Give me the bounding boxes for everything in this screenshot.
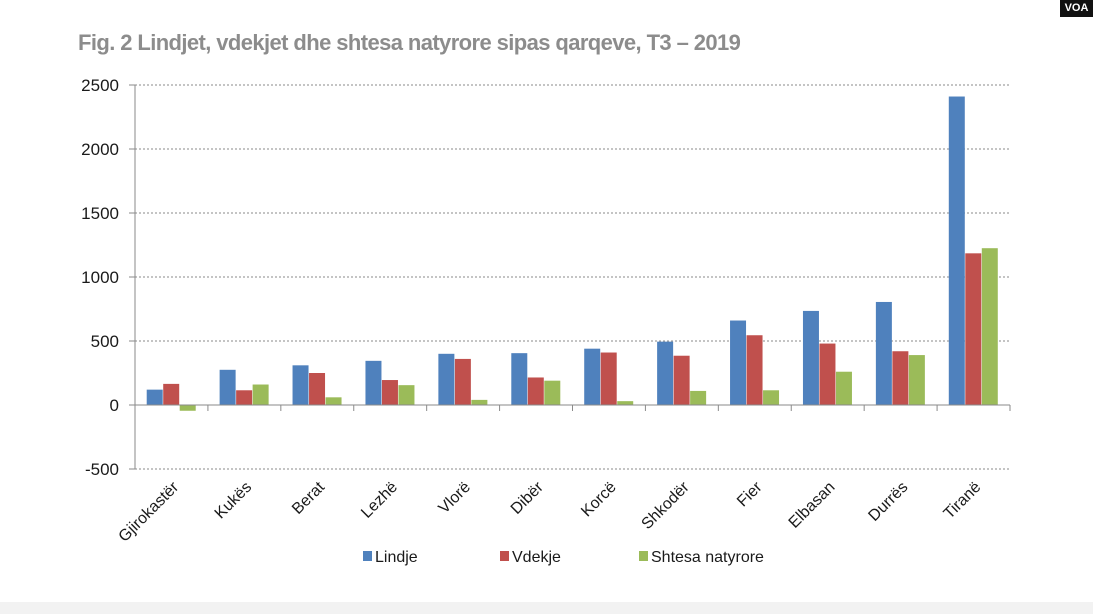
bar-lindje-0: [146, 389, 163, 405]
y-tick-label: 1500: [81, 204, 119, 223]
bar-lindje-3: [365, 360, 382, 405]
bar-lindje-4: [438, 353, 455, 405]
bar-vdekje-11: [965, 253, 982, 405]
bar-shtesa-natyrore-8: [763, 390, 780, 405]
bar-shtesa-natyrore-2: [325, 397, 342, 405]
bar-lindje-6: [584, 348, 601, 405]
bar-lindje-11: [948, 96, 965, 406]
bar-shtesa-natyrore-7: [690, 390, 707, 405]
y-tick-label: 500: [91, 332, 119, 351]
bar-shtesa-natyrore-3: [398, 385, 415, 405]
bar-lindje-8: [730, 320, 747, 405]
bar-vdekje-5: [527, 377, 544, 405]
category-label: Dibër: [508, 478, 548, 518]
category-label: Berat: [289, 478, 328, 517]
bar-vdekje-4: [454, 358, 471, 405]
y-tick-label: -500: [85, 460, 119, 479]
bar-shtesa-natyrore-6: [617, 401, 634, 405]
bars: [146, 96, 998, 411]
y-tick-label: 2000: [81, 140, 119, 159]
legend: Lindje Vdekje Shtesa natyrore: [363, 549, 764, 566]
bar-shtesa-natyrore-1: [252, 384, 269, 405]
y-axis: -500 0 500 1000 1500 2000 2500: [81, 76, 136, 479]
bar-lindje-9: [802, 310, 819, 405]
bar-vdekje-2: [309, 373, 326, 405]
y-tick-label: 2500: [81, 76, 119, 95]
category-label: Gjirokastër: [116, 478, 183, 545]
y-tick-label: 1000: [81, 268, 119, 287]
category-label: Elbasan: [786, 479, 839, 532]
voa-logo-badge: VOA: [1060, 0, 1093, 17]
category-labels: Gjirokastër Kukës Berat Lezhë Vlorë Dibër Korc…: [116, 478, 985, 545]
bar-shtesa-natyrore-11: [981, 248, 998, 405]
bar-vdekje-7: [673, 355, 690, 405]
chart-title: Fig. 2 Lindjet, vdekjet dhe shtesa natyr…: [78, 30, 741, 55]
category-label: Durrës: [865, 479, 911, 525]
category-label: Kukës: [212, 479, 255, 522]
bar-shtesa-natyrore-0: [179, 405, 196, 411]
category-label: Tiranë: [941, 479, 985, 523]
bar-lindje-1: [219, 369, 236, 405]
legend-swatch: [500, 551, 509, 561]
legend-label: Shtesa natyrore: [651, 549, 764, 566]
category-label: Vlorë: [436, 479, 475, 518]
bar-lindje-10: [875, 301, 892, 405]
bar-vdekje-6: [600, 352, 617, 405]
legend-swatch: [363, 551, 372, 561]
category-label: Korcë: [578, 479, 620, 521]
bar-lindje-2: [292, 365, 309, 405]
bar-vdekje-10: [892, 351, 909, 405]
legend-label: Vdekje: [512, 549, 561, 566]
bar-vdekje-9: [819, 343, 836, 405]
bar-lindje-5: [511, 353, 528, 405]
x-axis: [134, 404, 1011, 411]
category-label: Lezhë: [358, 479, 401, 522]
bar-shtesa-natyrore-9: [835, 371, 852, 405]
category-label: Fier: [734, 478, 766, 510]
bar-shtesa-natyrore-4: [471, 399, 488, 405]
bar-vdekje-1: [236, 390, 253, 405]
legend-swatch: [639, 551, 648, 561]
bottom-band: [0, 602, 1093, 614]
bar-vdekje-3: [381, 380, 398, 405]
grid: [135, 84, 1010, 470]
legend-label: Lindje: [375, 549, 418, 566]
bar-shtesa-natyrore-10: [908, 355, 925, 405]
bar-vdekje-0: [163, 383, 180, 405]
bar-lindje-7: [657, 341, 674, 405]
category-label: Shkodër: [639, 478, 694, 533]
bar-vdekje-8: [746, 335, 763, 405]
bar-shtesa-natyrore-5: [544, 380, 561, 405]
y-tick-label: 0: [110, 396, 119, 415]
